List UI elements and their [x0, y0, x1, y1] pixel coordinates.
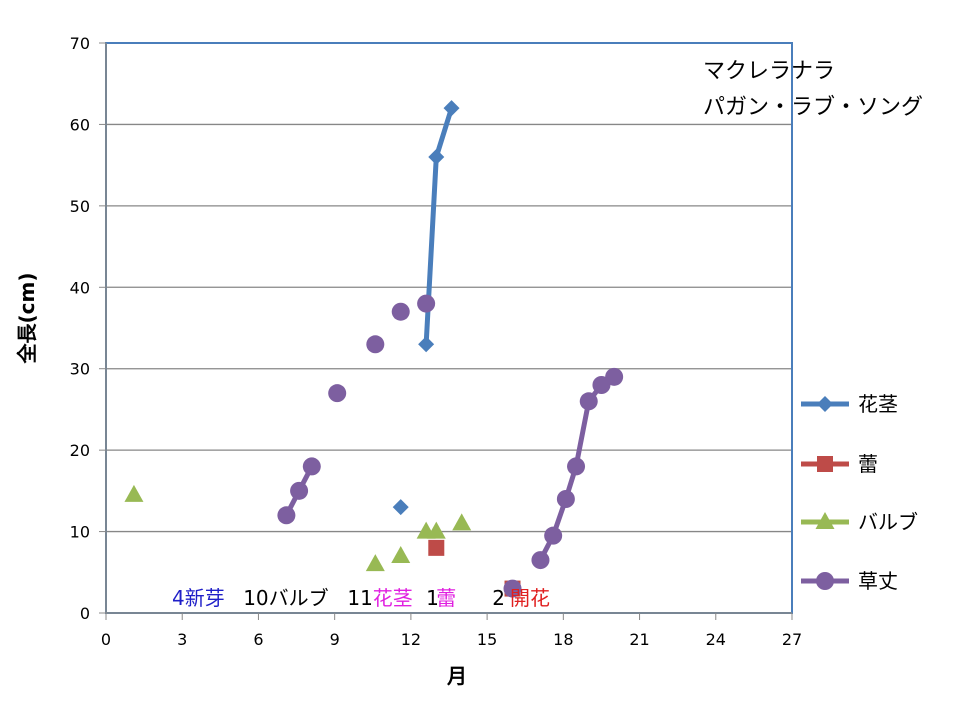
data-point — [277, 506, 296, 525]
legend-item: バルブ — [801, 510, 918, 534]
legend-item: 花茎 — [801, 392, 898, 416]
data-point — [579, 392, 598, 411]
series-3 — [124, 484, 472, 572]
data-point — [417, 294, 436, 313]
data-point — [556, 490, 575, 508]
y-tick-label: 0 — [80, 604, 90, 623]
x-axis-title: 月 — [446, 664, 467, 688]
data-marks — [124, 100, 624, 598]
y-axis-title: 全長(cm) — [15, 273, 39, 365]
annotation-label: 2 — [492, 586, 505, 610]
data-point — [428, 539, 445, 556]
legend-label: バルブ — [858, 510, 918, 534]
chart-title-line-1: マクレラナラ — [703, 59, 835, 84]
chart-title-line-2: パガン・ラブ・ソング — [703, 95, 923, 120]
y-tick-label: 10 — [70, 523, 90, 542]
legend-marker — [816, 572, 834, 590]
y-tick-label: 40 — [70, 278, 90, 297]
data-point — [391, 546, 411, 563]
annotations: 4新芽 10バルブ 11 花茎 1蕾 2 開花 — [172, 586, 550, 610]
data-point — [567, 457, 586, 476]
series-1 — [392, 100, 460, 516]
annotation-label: 蕾 — [436, 586, 456, 610]
data-point — [366, 335, 385, 354]
x-tick-label: 6 — [253, 630, 263, 649]
legend-item: 草丈 — [801, 569, 898, 593]
data-point — [124, 484, 144, 502]
x-tick-label: 27 — [782, 630, 802, 649]
legend-label: 花茎 — [858, 392, 898, 416]
x-tick-label: 21 — [629, 630, 649, 649]
data-point — [391, 302, 410, 321]
x-tick-label: 18 — [553, 630, 573, 649]
legend-marker — [817, 396, 833, 412]
data-point — [531, 551, 550, 570]
y-tick-label: 20 — [70, 441, 90, 460]
data-point — [605, 367, 624, 386]
series-4 — [277, 294, 624, 598]
data-point — [428, 149, 445, 165]
y-tick-label: 60 — [70, 115, 90, 134]
data-point — [544, 526, 563, 545]
data-point — [418, 336, 435, 353]
data-point — [426, 521, 446, 539]
data-point — [290, 481, 309, 500]
annotation-label: 開花 — [510, 586, 550, 610]
x-tick-label: 0 — [101, 630, 111, 649]
legend-label: 草丈 — [858, 569, 898, 593]
x-tick-label: 15 — [477, 630, 497, 649]
legend-marker — [817, 456, 833, 472]
data-point — [452, 513, 472, 531]
x-tick-label: 12 — [401, 630, 421, 649]
y-tick-label: 70 — [70, 34, 90, 53]
y-tick-label: 30 — [70, 360, 90, 379]
annotation-label: 10バルブ — [243, 586, 328, 610]
annotation-label: 1 — [426, 586, 439, 610]
legend-item: 蕾 — [801, 452, 878, 476]
annotation-label: 4新芽 — [172, 586, 225, 610]
data-point — [392, 499, 409, 516]
y-tick-label: 50 — [70, 197, 90, 216]
x-tick-label: 9 — [330, 630, 340, 649]
data-point — [503, 579, 522, 598]
annotation-label: 11 — [347, 586, 372, 610]
legend-marker — [815, 512, 835, 529]
x-tick-label: 24 — [706, 630, 726, 649]
data-point — [302, 457, 321, 476]
x-tick-label: 3 — [177, 630, 187, 649]
legend-label: 蕾 — [858, 452, 878, 476]
plot-area — [105, 42, 793, 614]
data-point — [443, 100, 460, 117]
data-point — [328, 384, 347, 403]
annotation-label: 花茎 — [373, 586, 413, 610]
data-point — [365, 554, 385, 572]
